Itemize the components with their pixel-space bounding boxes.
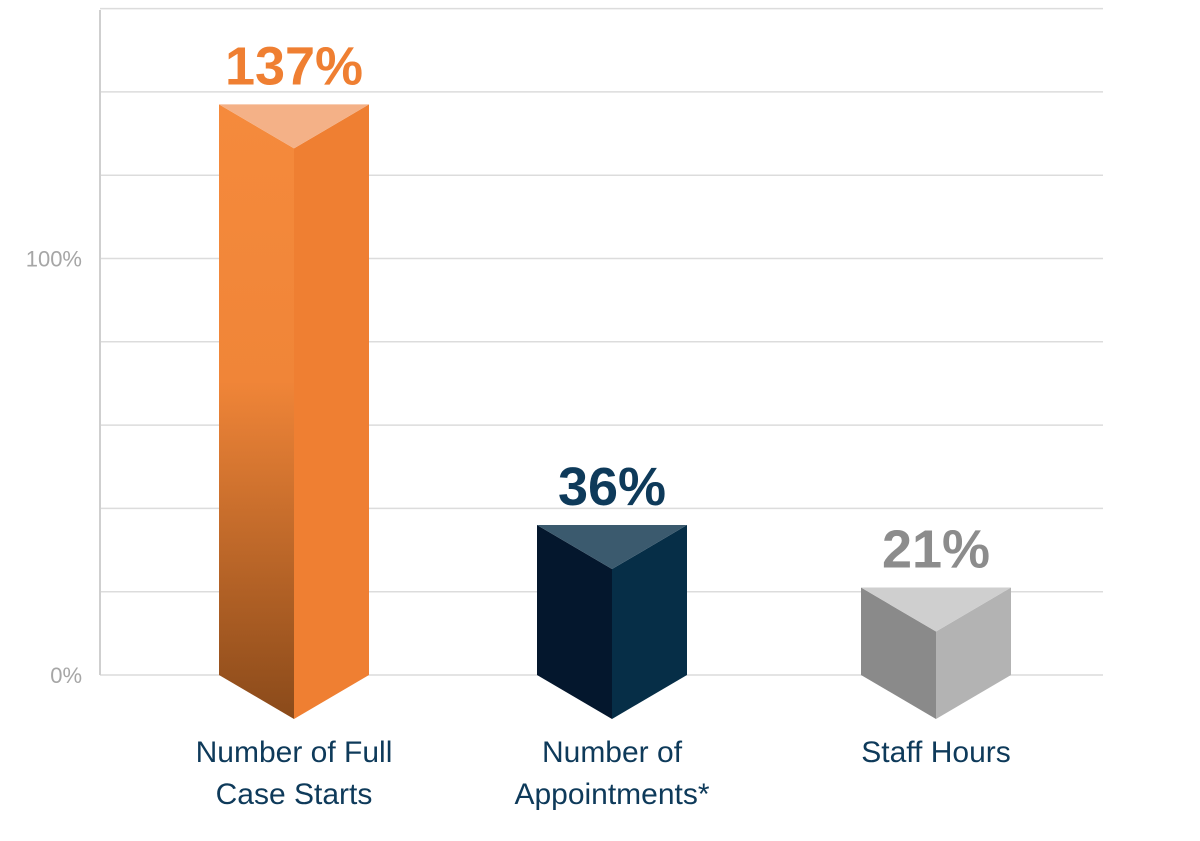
value-label: 137% — [225, 36, 363, 96]
bar-left-face — [861, 587, 936, 719]
bar-right-face — [936, 587, 1011, 719]
category-label: Staff Hours — [861, 736, 1011, 769]
y-tick-label: 0% — [50, 663, 82, 688]
bar-top-face — [537, 525, 687, 570]
bar-left-face — [219, 104, 294, 719]
value-label: 21% — [882, 520, 990, 580]
category-label: Appointments* — [514, 778, 709, 811]
category-label: Number of — [542, 736, 683, 769]
bar-3 — [861, 587, 1011, 719]
bar-top-face — [219, 104, 369, 149]
category-label: Number of Full — [196, 736, 393, 769]
y-axis-ticks: 100% 0% — [26, 247, 82, 689]
category-labels: Number of Full Case Starts Number of Appoin… — [196, 736, 1011, 811]
category-label: Case Starts — [216, 778, 373, 811]
bar-1 — [219, 104, 369, 719]
bar-top-face — [861, 587, 1011, 632]
bar-left-face — [537, 525, 612, 719]
bar-right-face — [612, 525, 687, 719]
value-label: 36% — [558, 457, 666, 517]
y-tick-label: 100% — [26, 247, 82, 272]
bar-2 — [537, 525, 687, 719]
bar-right-face — [294, 104, 369, 719]
bars — [219, 104, 1011, 719]
value-labels: 137% 36% 21% — [225, 36, 990, 579]
